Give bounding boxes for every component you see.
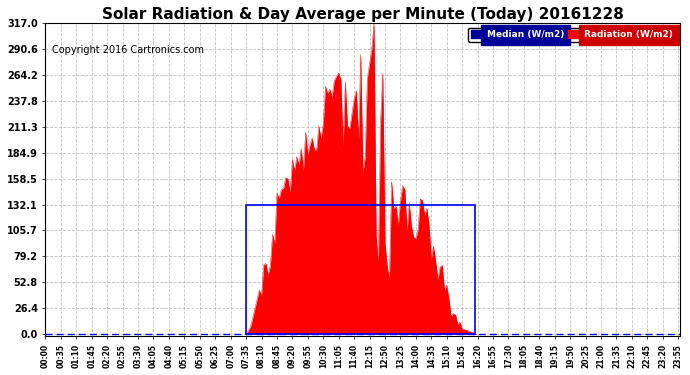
Text: Copyright 2016 Cartronics.com: Copyright 2016 Cartronics.com xyxy=(52,45,204,55)
Title: Solar Radiation & Day Average per Minute (Today) 20161228: Solar Radiation & Day Average per Minute… xyxy=(102,7,624,22)
Bar xyxy=(246,205,475,334)
Legend: Median (W/m2), Radiation (W/m2): Median (W/m2), Radiation (W/m2) xyxy=(468,28,676,42)
